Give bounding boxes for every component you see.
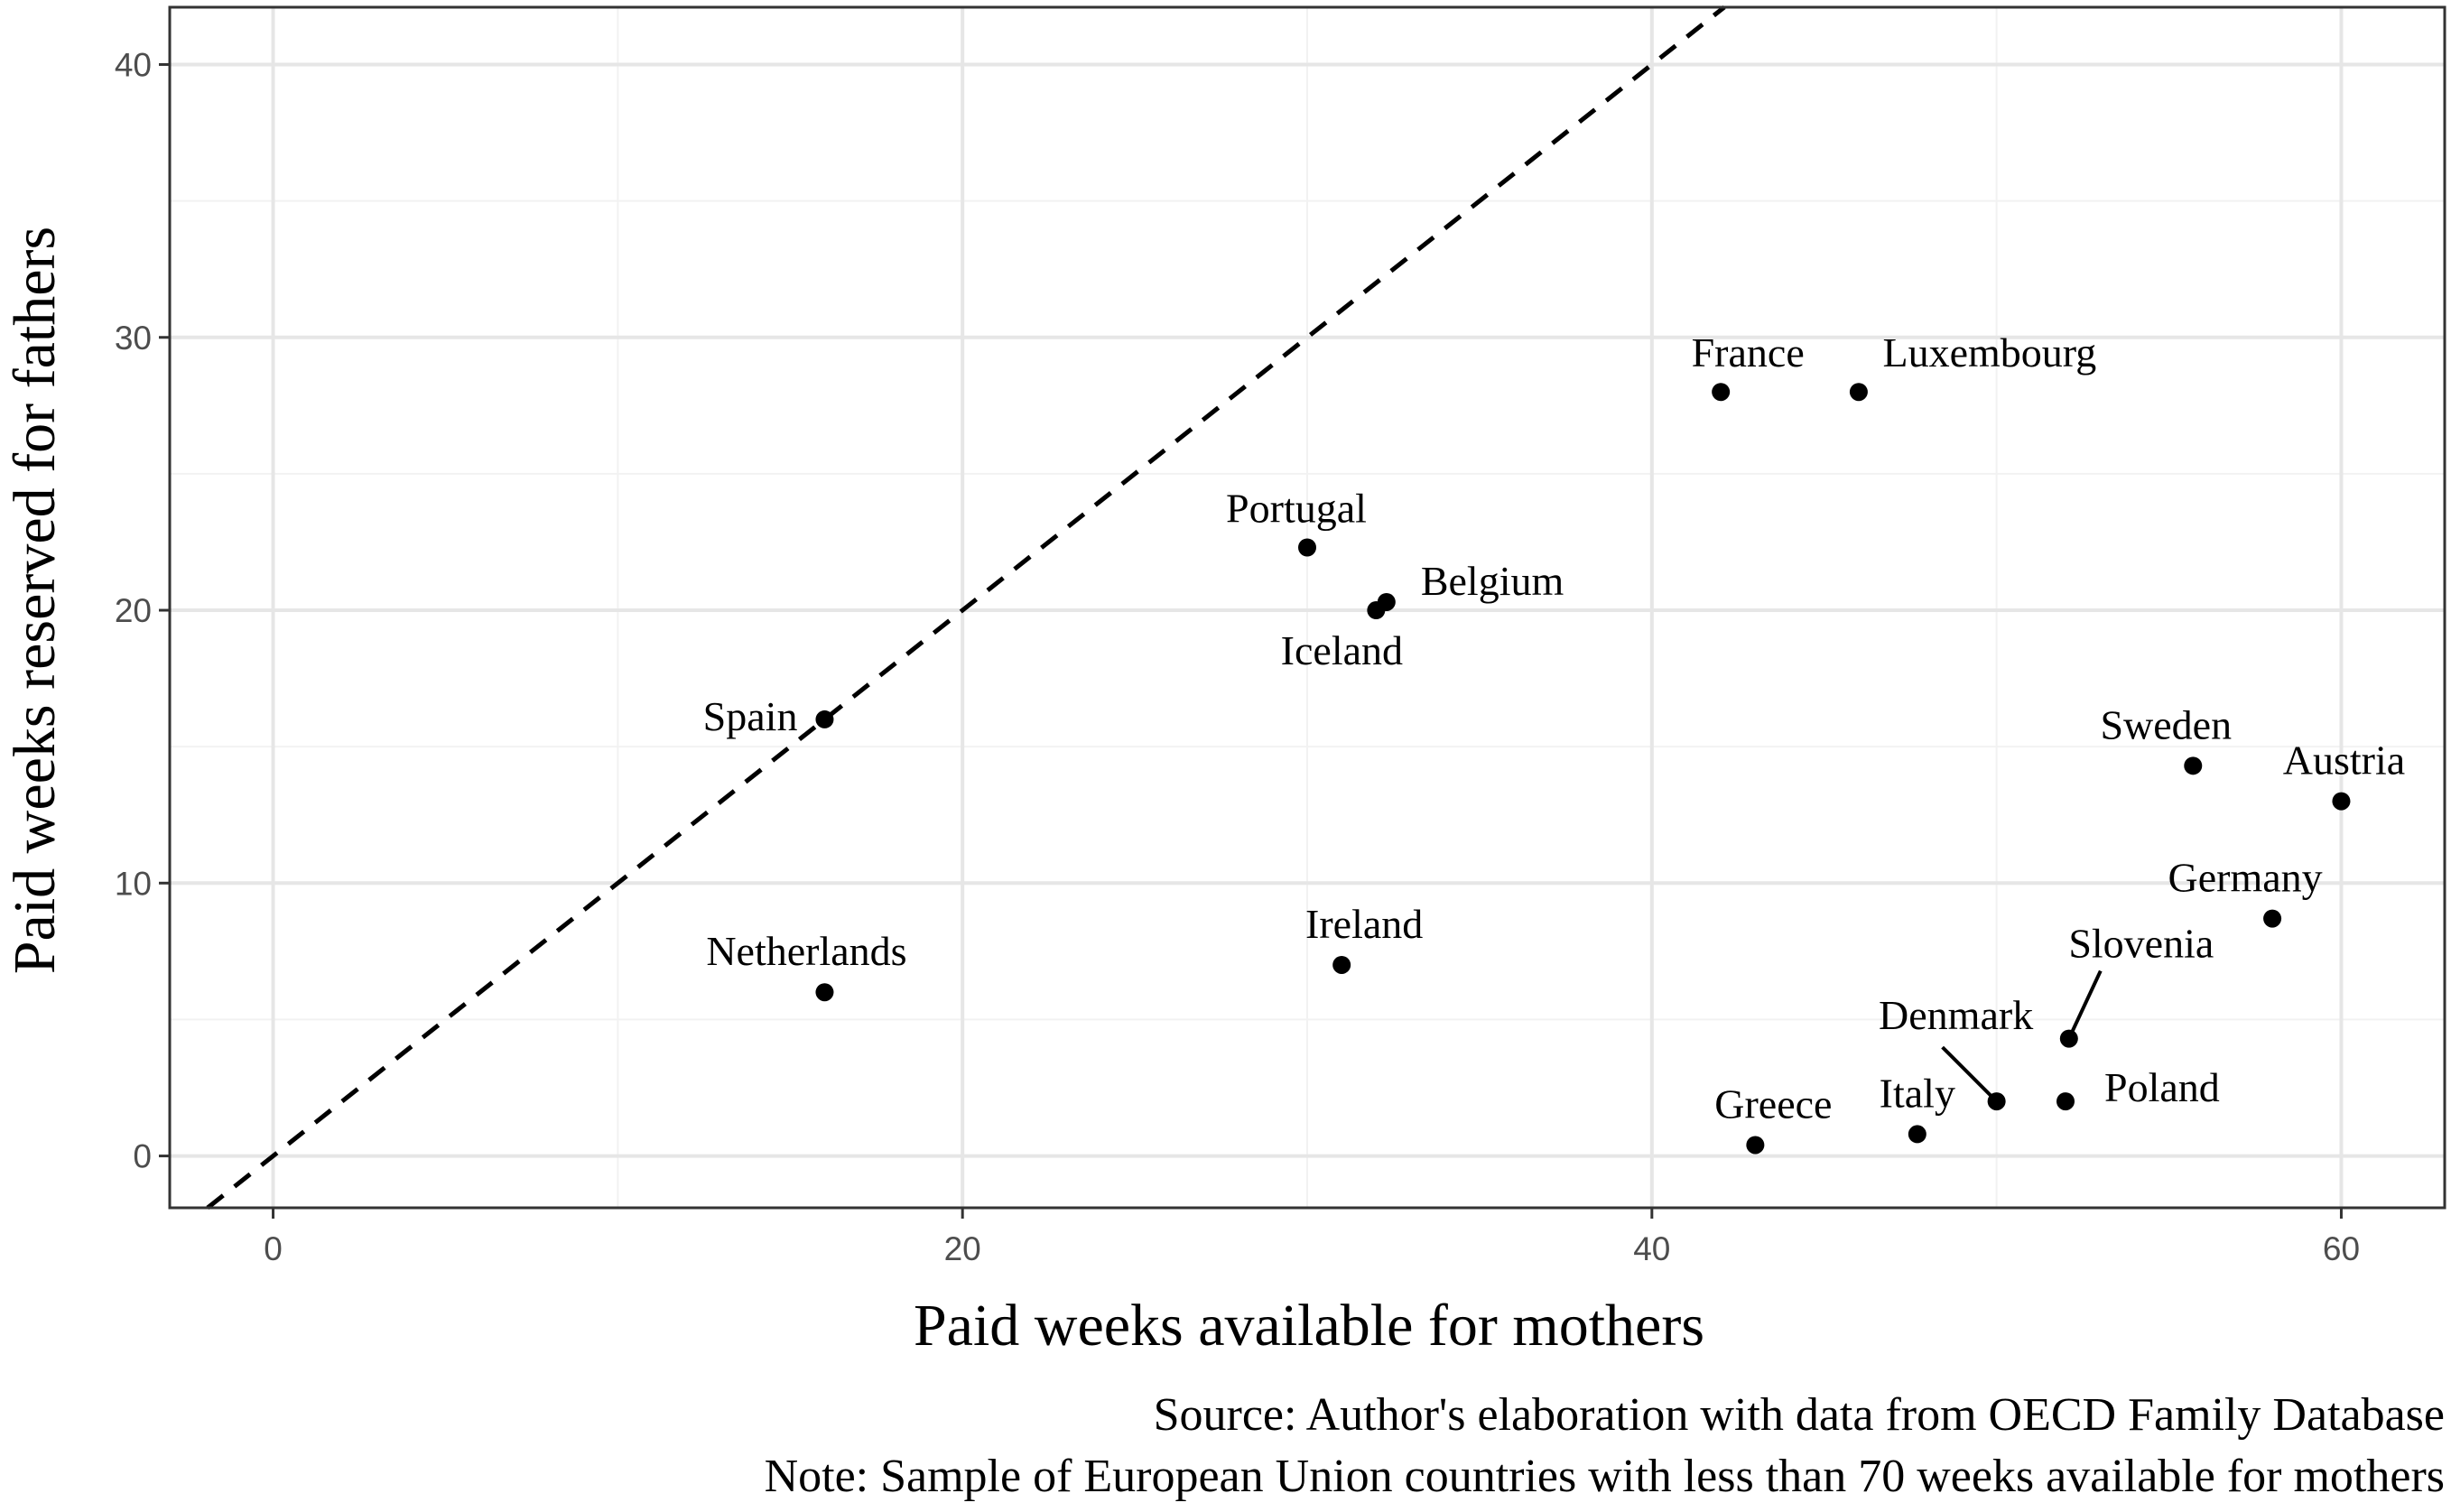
point-sweden bbox=[2184, 756, 2203, 775]
point-portugal bbox=[1298, 538, 1316, 557]
point-spain bbox=[815, 710, 834, 728]
point-label-poland: Poland bbox=[2104, 1064, 2220, 1110]
grid-layer bbox=[170, 7, 2445, 1208]
x-tick-label: 40 bbox=[1633, 1230, 1670, 1267]
point-label-austria: Austria bbox=[2283, 737, 2405, 784]
point-label-portugal: Portugal bbox=[1226, 486, 1367, 532]
x-tick-label: 0 bbox=[264, 1230, 283, 1267]
point-iceland bbox=[1367, 601, 1386, 620]
x-axis-title: Paid weeks available for mothers bbox=[914, 1293, 1704, 1359]
point-label-iceland: Iceland bbox=[1281, 627, 1403, 673]
point-label-netherlands: Netherlands bbox=[706, 928, 906, 974]
x-tick-label: 60 bbox=[2323, 1230, 2360, 1267]
point-austria bbox=[2332, 792, 2351, 811]
plot-panel-border bbox=[168, 5, 2446, 1210]
caption-source: Source: Author's elaboration with data f… bbox=[1154, 1389, 2445, 1441]
point-luxembourg bbox=[1849, 383, 1868, 402]
point-label-france: France bbox=[1692, 329, 1805, 376]
leader-line-slovenia bbox=[2067, 969, 2103, 1040]
point-label-ireland: Ireland bbox=[1305, 901, 1423, 947]
y-tick-label: 40 bbox=[115, 46, 152, 83]
axis-ticks: 0 20 40 60 0 10 20 30 40 bbox=[115, 46, 2360, 1267]
point-label-slovenia: Slovenia bbox=[2068, 921, 2214, 967]
leader-line-denmark bbox=[1941, 1045, 1999, 1103]
point-label-greece: Greece bbox=[1714, 1081, 1832, 1127]
point-label-sweden: Sweden bbox=[2100, 701, 2232, 747]
point-label-luxembourg: Luxembourg bbox=[1883, 329, 2097, 376]
point-label-italy: Italy bbox=[1880, 1070, 1955, 1116]
point-label-belgium: Belgium bbox=[1421, 558, 1564, 604]
point-france bbox=[1712, 383, 1731, 402]
y-tick-label: 10 bbox=[115, 865, 152, 902]
reference-line-y-equals-x bbox=[206, 5, 1726, 1210]
point-germany bbox=[2263, 909, 2282, 928]
point-poland bbox=[2056, 1092, 2075, 1111]
y-axis-title: Paid weeks reserved for fathers bbox=[2, 227, 68, 974]
y-tick-label: 30 bbox=[115, 320, 152, 357]
point-labels: France Luxembourg Portugal Belgium Iceland Sp… bbox=[703, 329, 2405, 1127]
reference-line-layer bbox=[206, 5, 1726, 1210]
point-ireland bbox=[1332, 955, 1351, 974]
point-italy bbox=[1908, 1125, 1926, 1144]
caption-note: Note: Sample of European Union countries… bbox=[765, 1451, 2445, 1502]
point-label-spain: Spain bbox=[703, 693, 798, 739]
y-tick-label: 0 bbox=[133, 1138, 152, 1175]
y-tick-label: 20 bbox=[115, 592, 152, 629]
point-label-germany: Germany bbox=[2168, 855, 2323, 901]
point-greece bbox=[1746, 1136, 1765, 1155]
point-label-denmark: Denmark bbox=[1879, 992, 2033, 1038]
x-tick-label: 20 bbox=[944, 1230, 981, 1267]
point-netherlands bbox=[815, 983, 834, 1002]
data-points bbox=[815, 383, 2351, 1155]
